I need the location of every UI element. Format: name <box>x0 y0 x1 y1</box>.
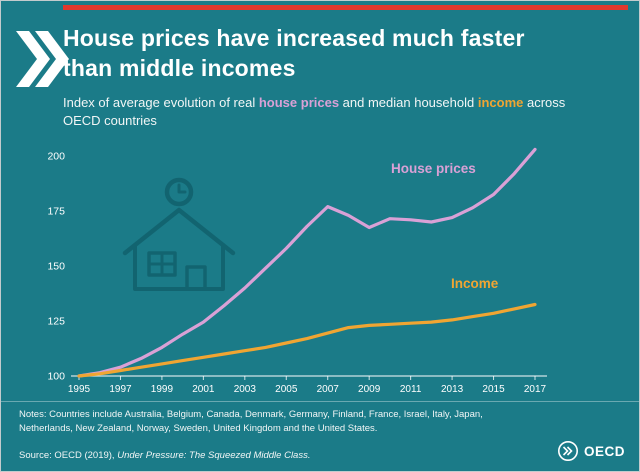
y-tick-label: 175 <box>47 206 65 218</box>
chart-title: House prices have increased much faster … <box>63 25 525 81</box>
x-tick-label: 2017 <box>524 384 547 395</box>
source-text: Source: OECD (2019), Under Pressure: The… <box>19 450 310 461</box>
x-tick-label: 2015 <box>482 384 505 395</box>
y-tick-label: 150 <box>47 261 65 273</box>
x-tick-label: 2003 <box>234 384 257 395</box>
oecd-logo: OECD <box>557 440 625 462</box>
oecd-chevrons-logo <box>16 31 69 87</box>
top-accent-bar <box>63 5 628 10</box>
y-tick-label: 100 <box>47 371 65 383</box>
house-prices-series-label: House prices <box>391 161 476 176</box>
source-prefix: Source: OECD (2019), <box>19 450 118 461</box>
source-publication: Under Pressure: The Squeezed Middle Clas… <box>117 450 311 461</box>
subtitle-text-3: across OECD countries <box>63 95 566 129</box>
subtitle-text-2: and median household <box>339 95 478 110</box>
house-clock-watermark-icon <box>122 177 236 291</box>
x-tick-label: 2005 <box>275 384 298 395</box>
oecd-globe-icon <box>557 441 578 461</box>
x-tick-label: 2009 <box>358 384 381 395</box>
subtitle-house-prices-highlight: house prices <box>258 95 340 110</box>
house-prices-line <box>77 147 537 378</box>
x-tick-label: 2013 <box>441 384 464 395</box>
notes-text: Notes: Countries include Australia, Belg… <box>19 409 483 435</box>
footer-divider <box>1 401 639 402</box>
x-tick-label: 2007 <box>317 384 340 395</box>
x-tick-label: 2011 <box>400 384 422 395</box>
subtitle-income-highlight: income <box>477 95 524 110</box>
chart-subtitle: Index of average evolution of real house… <box>63 94 595 130</box>
line-chart-area: 100 125 150 175 200 1995 1997 1999 2001 2003 2005 2… <box>47 147 547 395</box>
x-tick-label: 1997 <box>109 384 132 395</box>
subtitle-text-1: Index of average evolution of real <box>63 95 259 110</box>
x-tick-label: 1999 <box>151 384 174 395</box>
x-tick-label: 1995 <box>68 384 91 395</box>
income-line <box>77 302 537 378</box>
income-series-label: Income <box>451 276 499 291</box>
x-tick-label: 2001 <box>192 384 215 395</box>
y-tick-label: 125 <box>47 316 65 328</box>
y-tick-label: 200 <box>47 151 65 163</box>
oecd-logo-text: OECD <box>583 443 625 459</box>
